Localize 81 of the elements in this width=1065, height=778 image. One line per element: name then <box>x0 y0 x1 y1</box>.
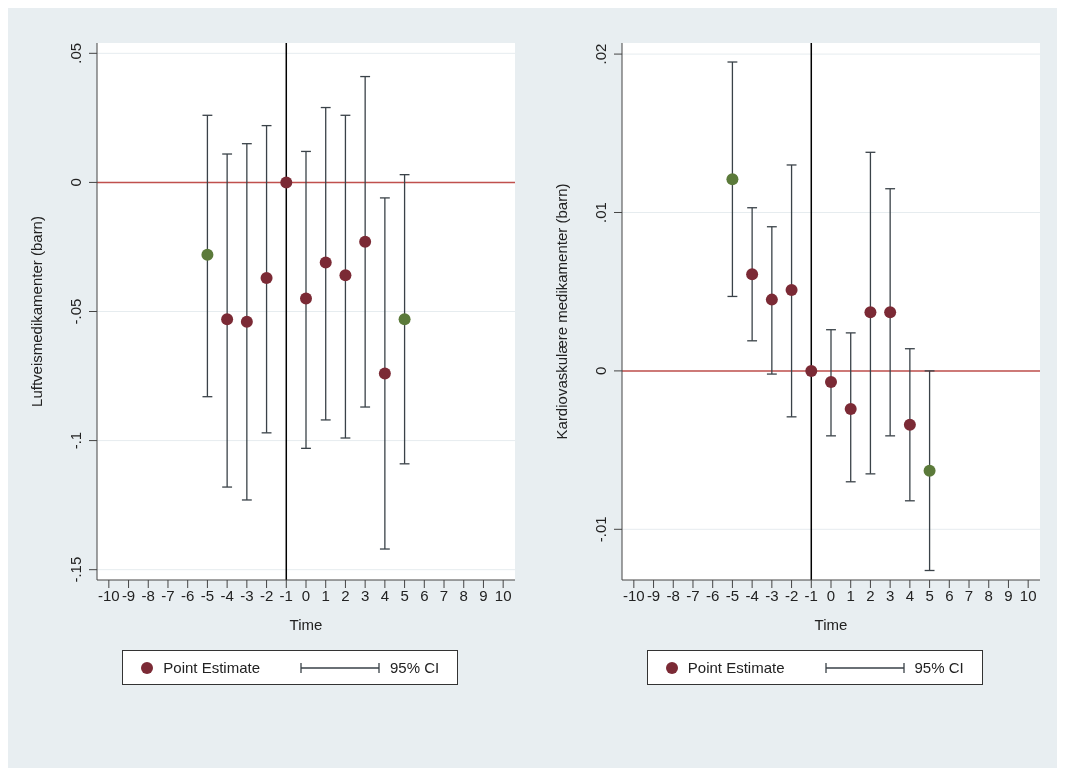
point <box>923 464 936 477</box>
point <box>844 402 857 415</box>
point <box>398 313 411 326</box>
x-axis-title: Time <box>289 616 323 633</box>
point <box>765 293 778 306</box>
x-tick-label: 1 <box>321 586 331 604</box>
x-tick-label: 10 <box>1019 586 1037 604</box>
point <box>221 313 234 326</box>
y-axis-title: Luftveismedikamenter (barn) <box>28 216 46 407</box>
x-tick-label: 8 <box>459 586 469 604</box>
y-tick-label: -.01 <box>591 516 609 543</box>
x-tick-label: -3 <box>240 586 254 604</box>
x-tick-label: -1 <box>804 586 818 604</box>
point <box>903 418 916 431</box>
point <box>260 271 273 284</box>
x-tick-label: 8 <box>984 586 993 604</box>
x-tick-label: 0 <box>302 586 311 604</box>
x-tick-label: -6 <box>705 586 720 604</box>
point <box>241 315 254 328</box>
x-tick-label: 9 <box>479 586 488 604</box>
x-tick-label: -4 <box>745 586 759 604</box>
x-tick-label: 3 <box>361 586 370 604</box>
x-tick-label: -10 <box>622 586 645 604</box>
y-tick-label: -.15 <box>67 556 85 583</box>
point <box>300 292 313 305</box>
x-tick-label: 1 <box>846 586 855 604</box>
point <box>280 176 293 189</box>
x-tick-label: -5 <box>725 586 739 604</box>
point <box>379 367 392 380</box>
x-tick-label: 3 <box>885 586 895 604</box>
text: 95% CI <box>390 659 440 676</box>
x-tick-label: 5 <box>400 586 410 604</box>
point <box>201 248 214 261</box>
text: 95% CI <box>914 659 964 676</box>
point <box>864 306 877 319</box>
x-tick-label: 7 <box>440 586 449 604</box>
point <box>726 173 739 186</box>
y-tick-label: -.05 <box>67 298 85 325</box>
x-tick-label: -7 <box>686 586 700 604</box>
point <box>785 284 798 297</box>
y-tick-label: 0 <box>591 366 609 376</box>
point <box>824 375 837 388</box>
x-tick-label: 0 <box>826 586 835 604</box>
x-axis-title: Time <box>814 616 848 633</box>
x-tick-label: 2 <box>866 586 875 604</box>
legend-label: Point Estimate <box>163 659 260 676</box>
x-tick-label: 2 <box>341 586 350 604</box>
x-tick-label: -3 <box>764 586 779 604</box>
point <box>359 235 372 248</box>
x-tick-label: 5 <box>925 586 934 604</box>
y-tick-label: 0 <box>67 178 85 187</box>
x-tick-label: -6 <box>181 586 195 604</box>
x-tick-label: 10 <box>495 586 512 604</box>
point <box>805 364 818 377</box>
x-tick-label: 4 <box>905 586 914 604</box>
x-tick-label: -7 <box>161 586 175 604</box>
x-tick-label: -9 <box>122 586 136 604</box>
x-tick-label: -4 <box>220 586 235 604</box>
x-tick-label: -1 <box>279 586 294 604</box>
y-tick-label: .01 <box>591 202 609 223</box>
y-tick-label: .05 <box>67 42 85 64</box>
x-tick-label: 6 <box>944 586 954 604</box>
x-tick-label: 4 <box>380 586 390 604</box>
x-tick-label: 6 <box>420 586 429 604</box>
y-tick-label: -.1 <box>67 431 85 450</box>
y-tick-label: .02 <box>591 43 609 65</box>
x-tick-label: 7 <box>964 586 973 604</box>
y-axis-title: Kardiovaskulære medikamenter (barn) <box>553 183 571 440</box>
point <box>339 269 352 282</box>
x-tick-label: -2 <box>784 586 798 604</box>
x-tick-label: -8 <box>141 586 156 604</box>
x-tick-label: 9 <box>1004 586 1013 604</box>
x-tick-label: -10 <box>98 586 120 604</box>
x-tick-label: -5 <box>200 586 215 604</box>
point <box>883 306 896 319</box>
legend-label: Point Estimate <box>687 659 785 676</box>
x-tick-label: -8 <box>666 586 680 604</box>
x-tick-label: -9 <box>646 586 660 604</box>
x-tick-label: -2 <box>260 586 274 604</box>
point <box>745 268 758 281</box>
point <box>319 256 332 269</box>
